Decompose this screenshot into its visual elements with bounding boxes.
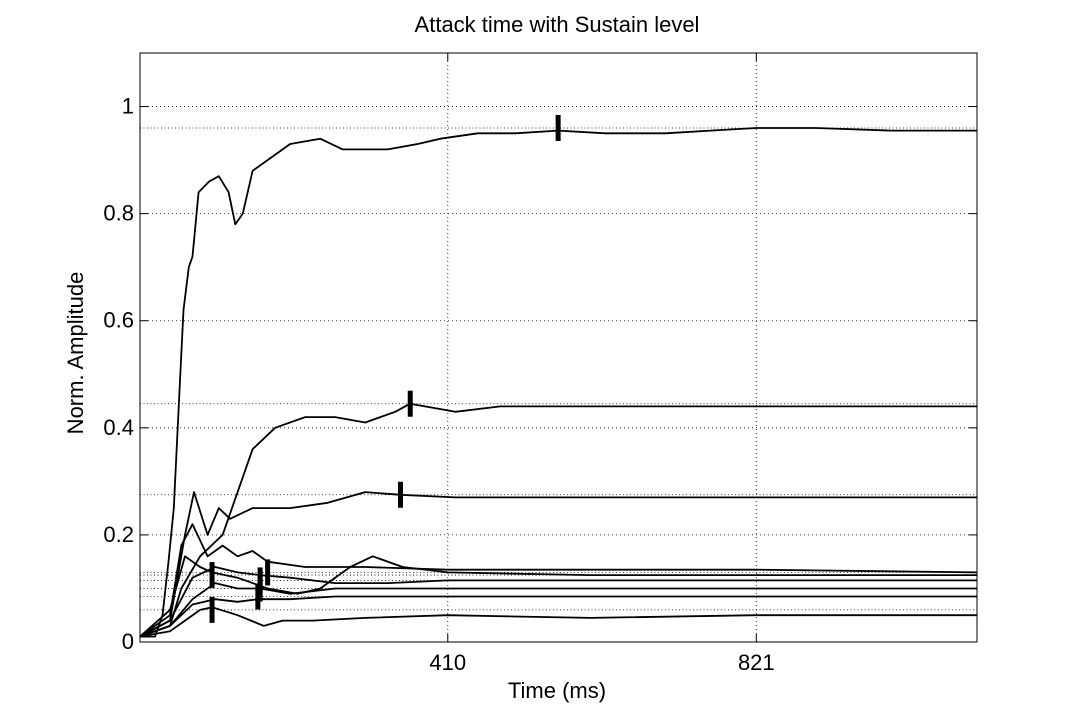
series-line-7 — [139, 582, 977, 638]
y-tick-label: 0 — [122, 629, 134, 654]
y-tick-label: 0.4 — [103, 415, 134, 440]
series-line-2 — [139, 402, 977, 638]
y-axis-label: Norm. Amplitude — [63, 272, 88, 435]
y-tick-label: 0.8 — [103, 201, 134, 226]
chart-title: Attack time with Sustain level — [415, 12, 700, 37]
series-line-8 — [139, 595, 977, 638]
x-tick-label: 410 — [429, 650, 466, 675]
series-line-6 — [139, 566, 977, 638]
x-tick-label: 821 — [738, 650, 775, 675]
plot-frame — [139, 52, 978, 643]
y-tick-label: 0.2 — [103, 522, 134, 547]
series-line-3 — [139, 491, 977, 638]
attack-markers — [209, 114, 561, 623]
y-tick-label: 0.6 — [103, 308, 134, 333]
y-tick-label: 1 — [122, 94, 134, 119]
series-line-4 — [139, 523, 978, 638]
x-axis-label: Time (ms) — [508, 678, 606, 703]
series-line-9 — [139, 606, 977, 638]
ticks: 0 0.2 0.4 0.6 0.8 1 410 821 — [103, 53, 977, 675]
series-line-1 — [140, 127, 977, 638]
series-layer — [139, 127, 978, 638]
